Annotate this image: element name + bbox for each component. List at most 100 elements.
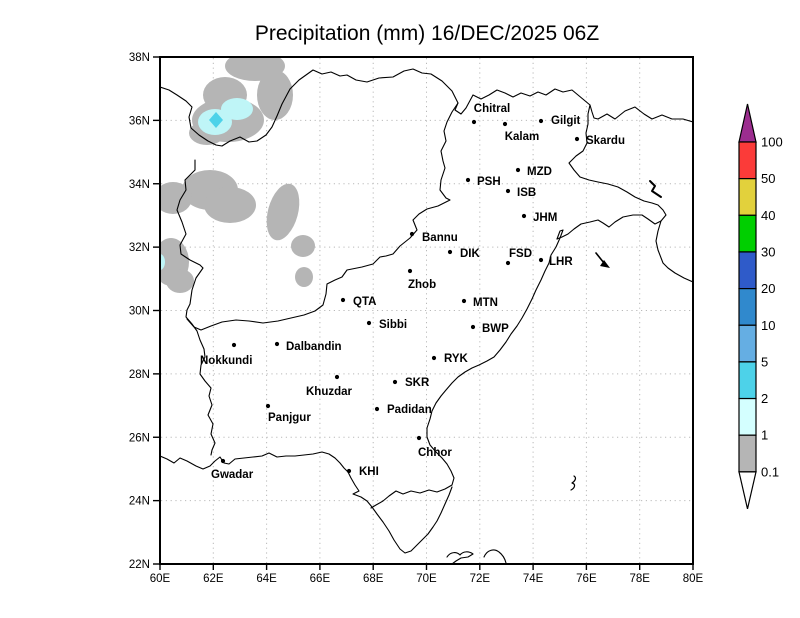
lat-tick-label: 28N	[129, 369, 150, 381]
city-label-dalbandin: Dalbandin	[286, 341, 342, 353]
city-dot-psh	[465, 177, 471, 183]
city-label-panjgur: Panjgur	[268, 412, 311, 424]
river-squiggle-india	[570, 475, 577, 491]
city-dot-kalam	[502, 121, 508, 127]
lon-tick-label: 70E	[416, 573, 437, 585]
plot-title: Precipitation (mm) 16/DEC/2025 06Z	[255, 22, 599, 45]
city-markers: Chitral Kalam Gilgit Skardu MZD PSH ISB JHM Bann…	[200, 103, 625, 481]
river-indus-upper	[649, 180, 662, 198]
coastline-arabian-sea	[160, 451, 453, 554]
city-dot-padidan	[374, 406, 380, 412]
colorbar-label: 5	[761, 354, 768, 369]
city-label-chhor: Chhor	[418, 447, 452, 459]
city-label-sibbi: Sibbi	[379, 319, 407, 331]
river-ravi-arrowhead	[600, 260, 610, 268]
precip-area-trace	[160, 57, 315, 293]
lat-tick-label: 36N	[129, 115, 150, 127]
lon-tick-label: 76E	[576, 573, 597, 585]
precipitation-shading	[160, 57, 315, 293]
city-dot-khuzdar	[334, 374, 340, 380]
city-dot-mtn	[461, 298, 467, 304]
city-dot-ryk	[431, 355, 437, 361]
city-label-zhob: Zhob	[408, 279, 436, 291]
city-label-psh: PSH	[477, 176, 501, 188]
city-dot-bwp	[470, 324, 476, 330]
border-iran-west	[176, 159, 216, 456]
lat-tick-label: 32N	[129, 242, 150, 254]
city-dot-panjgur	[265, 403, 271, 409]
city-label-dik: DIK	[460, 248, 481, 260]
city-label-lhr: LHR	[549, 256, 573, 268]
city-dot-sibbi	[366, 320, 372, 326]
city-dot-bannu	[409, 231, 415, 237]
lon-tick-label: 72E	[470, 573, 491, 585]
precip-area-2-5mm	[209, 112, 223, 128]
city-label-ryk: RYK	[444, 353, 469, 365]
colorbar-label: 10	[761, 318, 775, 333]
city-dot-qta	[340, 297, 346, 303]
city-label-skr: SKR	[405, 377, 430, 389]
colorbar-label: 1	[761, 428, 768, 443]
city-label-padidan: Padidan	[387, 404, 432, 416]
border-india-east	[370, 229, 564, 509]
city-dot-nokkundi	[231, 342, 237, 348]
colorbar-segment	[738, 178, 757, 216]
city-dot-chhor	[416, 435, 422, 441]
city-dot-gwadar	[220, 458, 226, 464]
map-borders	[160, 68, 693, 564]
border-himachal-edge	[655, 220, 693, 283]
colorbar-segment	[738, 251, 757, 290]
colorbar-label: 50	[761, 171, 775, 186]
lon-tick-label: 74E	[523, 573, 544, 585]
city-label-nokkundi: Nokkundi	[200, 355, 252, 367]
lon-tick-label: 66E	[310, 573, 331, 585]
precipitation-colorbar: 100 50 40 30 20 10 5 2 1 0.1	[738, 103, 783, 509]
city-dot-lhr	[538, 257, 544, 263]
coastline-gulf-fragment	[483, 549, 507, 564]
city-label-khuzdar: Khuzdar	[306, 386, 353, 398]
colorbar-segment	[738, 434, 757, 473]
coastline-kutch-fragment	[446, 551, 474, 564]
lon-tick-label: 80E	[683, 573, 704, 585]
colorbar-segment	[738, 397, 757, 436]
city-label-chitral: Chitral	[474, 103, 510, 115]
city-dot-skr	[392, 379, 398, 385]
city-dot-jhm	[521, 213, 527, 219]
city-label-mtn: MTN	[473, 297, 498, 309]
lon-tick-label: 64E	[256, 573, 277, 585]
colorbar-label: 100	[761, 135, 783, 150]
colorbar-segment	[738, 361, 757, 400]
colorbar-label: 30	[761, 244, 775, 259]
city-label-gilgit: Gilgit	[551, 115, 581, 127]
city-dot-khi	[346, 468, 352, 474]
city-label-kalam: Kalam	[505, 131, 540, 143]
city-label-skardu: Skardu	[586, 135, 625, 147]
city-dot-dik	[447, 249, 453, 255]
colorbar-segment	[738, 288, 757, 326]
city-label-fsd: FSD	[509, 248, 532, 260]
colorbar-label: 0.1	[761, 464, 779, 479]
colorbar-over-arrow	[738, 103, 757, 143]
city-label-gwadar: Gwadar	[211, 469, 254, 481]
lat-tick-label: 24N	[129, 496, 150, 508]
colorbar-segment	[738, 214, 757, 253]
lat-tick-label: 22N	[129, 559, 150, 571]
city-label-jhm: JHM	[533, 212, 557, 224]
colorbar-under-arrow	[738, 471, 757, 509]
border-kashmir-loc	[556, 104, 667, 240]
city-dot-dalbandin	[274, 341, 280, 347]
colorbar-label: 40	[761, 208, 775, 223]
lat-tick-label: 26N	[129, 432, 150, 444]
border-durand-line	[186, 102, 459, 331]
city-dot-mzd	[515, 167, 521, 173]
graticule-gridlines	[161, 58, 692, 563]
lon-tick-label: 68E	[363, 573, 384, 585]
city-label-mzd: MZD	[527, 166, 552, 178]
lat-tick-label: 30N	[129, 306, 150, 318]
colorbar-label: 20	[761, 281, 775, 296]
colorbar-segment	[738, 141, 757, 180]
city-dot-skardu	[574, 136, 580, 142]
city-label-khi: KHI	[359, 466, 379, 478]
